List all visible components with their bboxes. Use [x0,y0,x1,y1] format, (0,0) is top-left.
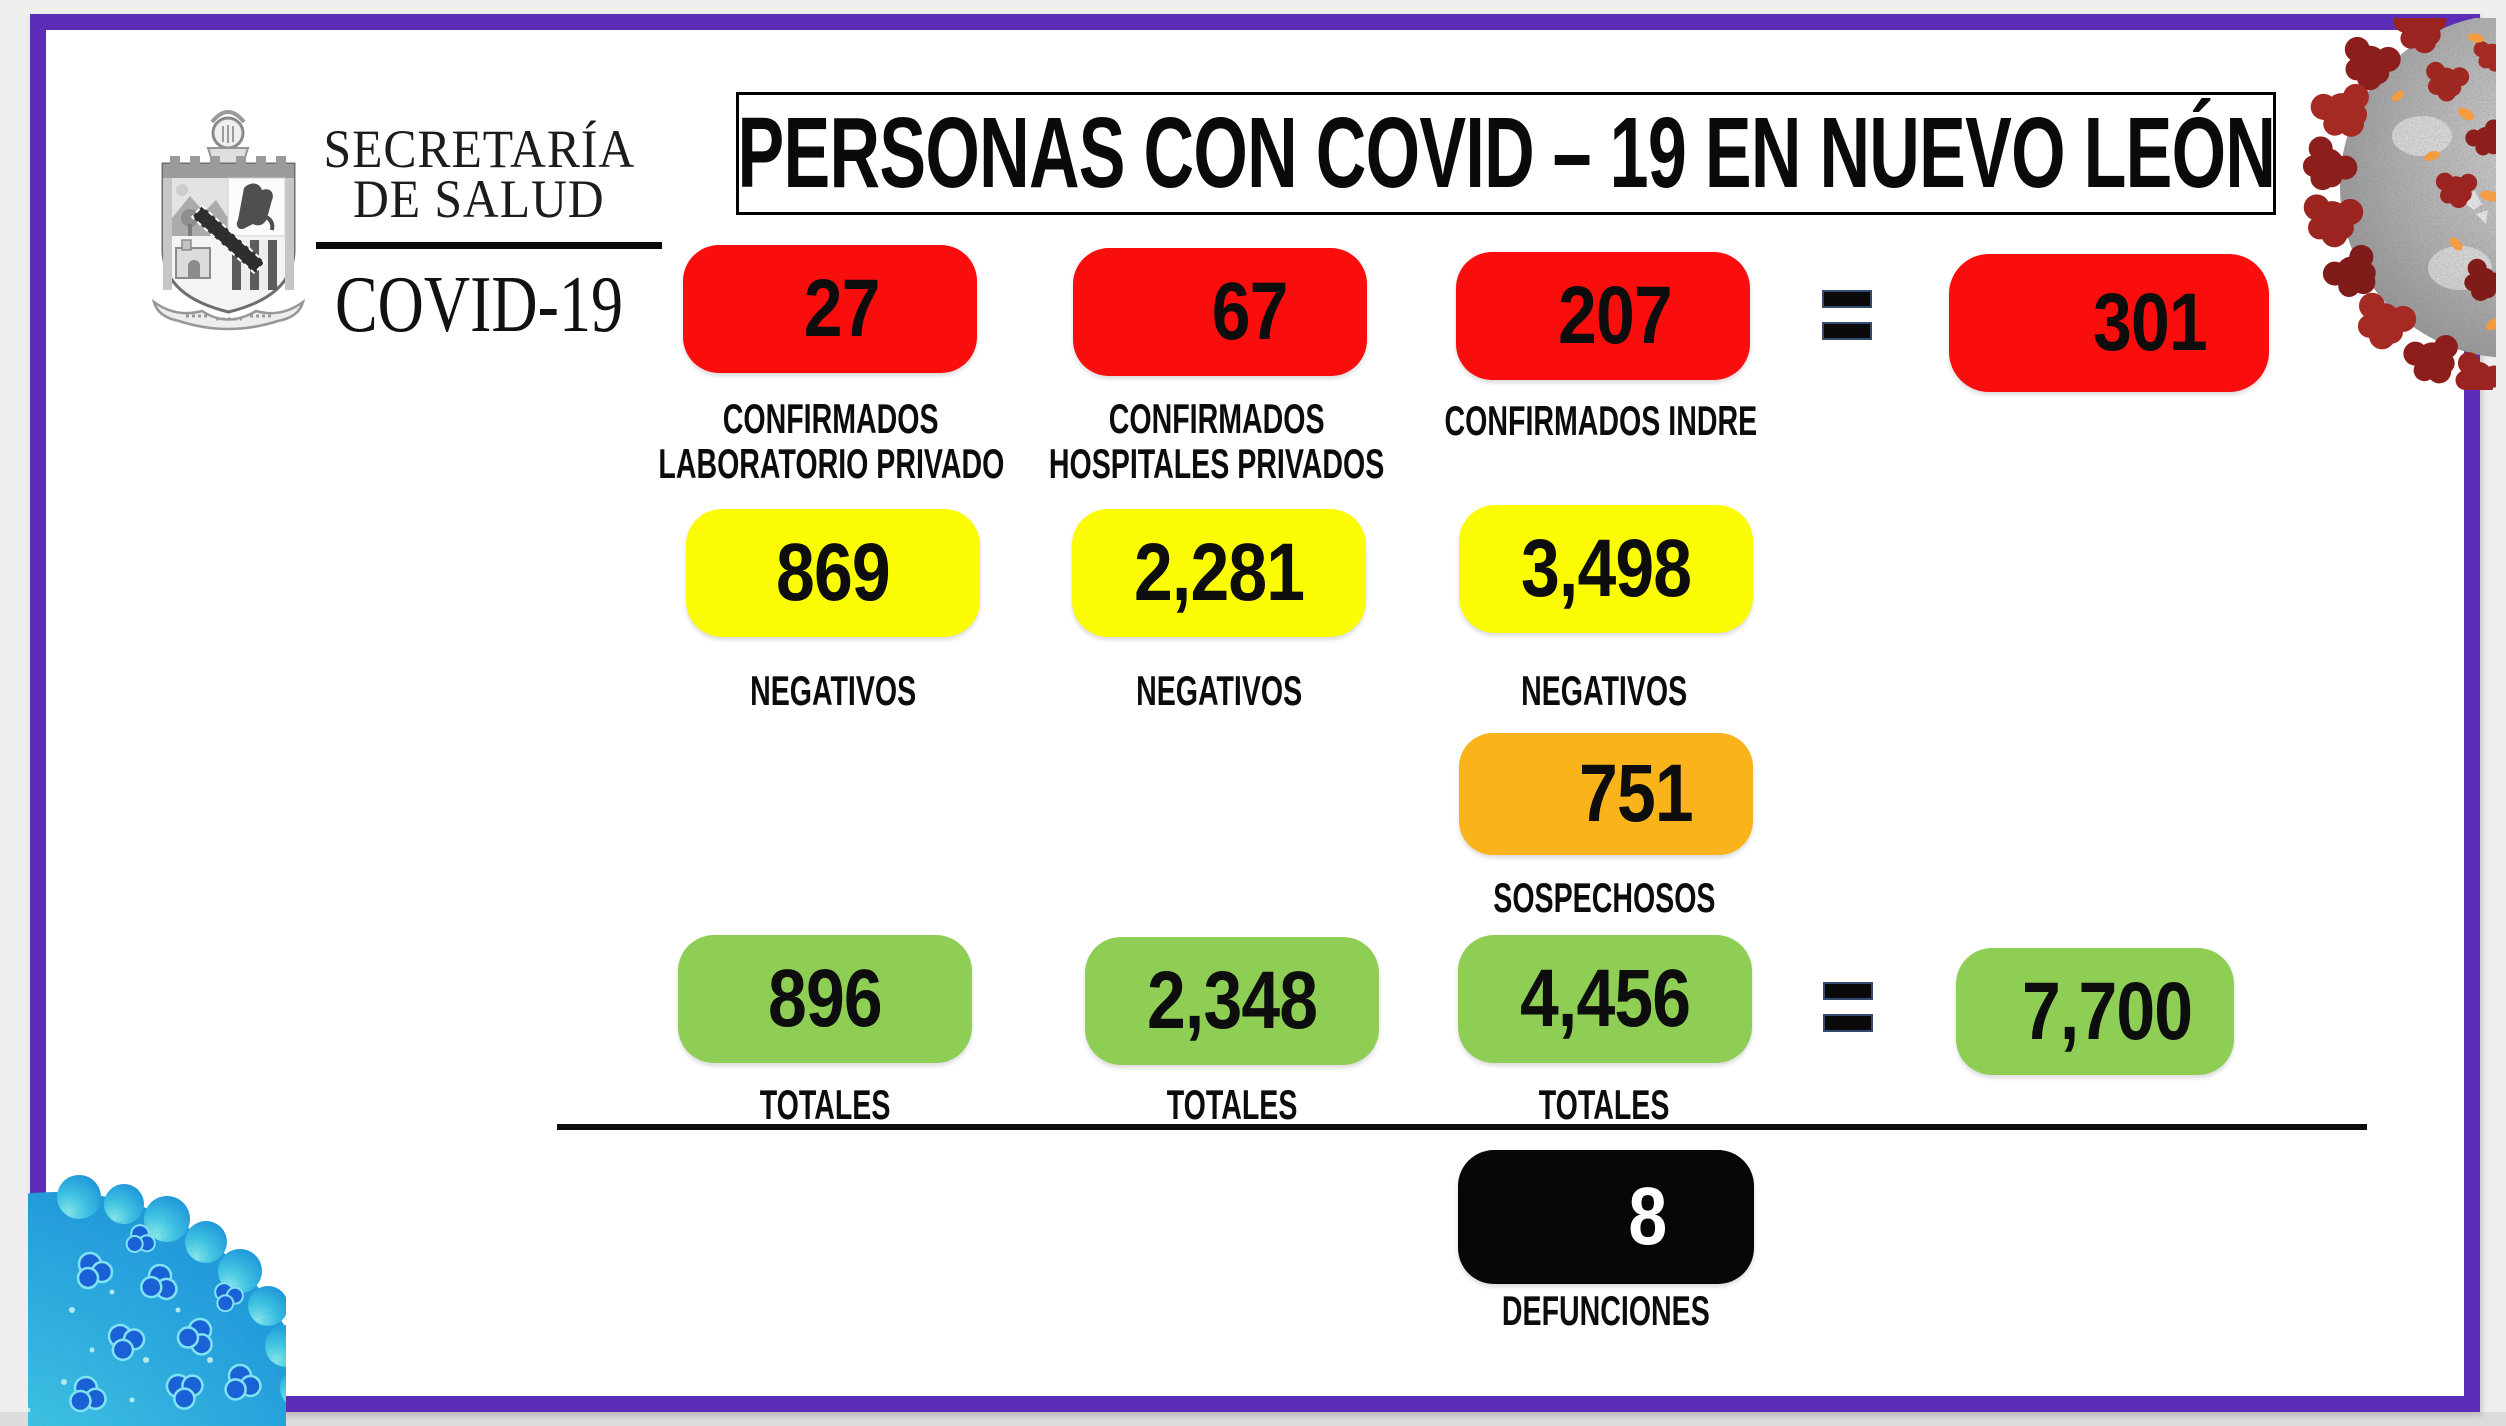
org-name: SECRETARÍA DE SALUD [256,119,702,229]
totals-divider-line [557,1124,2367,1130]
label-negativos-3: NEGATIVOS [1520,667,1688,714]
card-confirmados-hospitales-privados: 67 [1073,248,1367,376]
label-sospechosos: SOSPECHOSOS [1492,874,1716,921]
org-name-line1: SECRETARÍA [323,119,635,179]
slide-title: PERSONAS CON COVID – 19 EN NUEVO LEÓN [736,92,2276,215]
logo-program-name: COVID-19 [335,261,623,349]
equals-icon [1823,982,1873,1032]
label-defunciones: DEFUNCIONES [1502,1287,1710,1334]
equals-icon [1822,290,1872,340]
label-confirmados-hospitales-privados: CONFIRMADOS HOSPITALES PRIVADOS [1049,395,1385,487]
coronavirus-blue-image [28,1175,286,1426]
card-negativos-3: 3,498 [1459,505,1753,633]
label-totales-3: TOTALES [1538,1081,1670,1128]
card-totales-1: 896 [678,935,972,1063]
card-confirmados-laboratorio-privado: 27 [683,245,977,373]
slide: SECRETARÍA DE SALUD COVID-19 PERSONAS CO… [30,14,2480,1412]
label-negativos-2: NEGATIVOS [1135,667,1303,714]
card-totales-3: 4,456 [1458,935,1752,1063]
canvas-bottom-strip [0,1412,2506,1426]
label-confirmados-indre: CONFIRMADOS INDRE [1444,397,1758,444]
card-gran-total: 7,700 [1956,948,2234,1075]
label-totales-2: TOTALES [1166,1081,1298,1128]
card-confirmados-indre: 207 [1456,252,1750,380]
card-negativos-2: 2,281 [1072,509,1366,637]
org-name-line2: DE SALUD [353,169,605,229]
label-negativos-1: NEGATIVOS [749,667,917,714]
label-confirmados-laboratorio-privado: CONFIRMADOS LABORATORIO PRIVADO [658,395,1004,487]
label-totales-1: TOTALES [759,1081,891,1128]
coronavirus-red-image [2289,18,2496,390]
card-totales-2: 2,348 [1085,937,1379,1065]
logo-divider [316,242,662,249]
card-sospechosos: 751 [1459,733,1753,855]
card-confirmados-total: 301 [1949,254,2269,392]
card-negativos-1: 869 [686,509,980,637]
nuevo-leon-coat-of-arms-icon [151,110,306,331]
card-defunciones: 8 [1458,1150,1754,1284]
